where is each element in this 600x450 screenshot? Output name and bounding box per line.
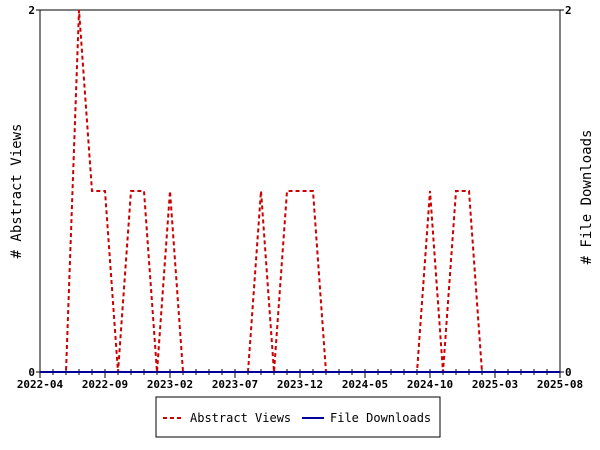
- series-line-0: [40, 9, 560, 373]
- y-right-tick-label: 2: [565, 4, 572, 17]
- series-group: [40, 9, 560, 373]
- y-axis: 0 2 0 2: [28, 4, 571, 379]
- legend-label-file-downloads: File Downloads: [330, 411, 431, 425]
- x-tick-label: 2022-09: [82, 378, 128, 391]
- plot-area: [39, 9, 561, 373]
- x-tick-label: 2023-12: [277, 378, 323, 391]
- x-tick-label: 2025-03: [472, 378, 518, 391]
- legend-box: [155, 396, 441, 438]
- x-tick-label: 2025-08: [537, 378, 583, 391]
- x-tick-label: 2022-04: [17, 378, 64, 391]
- legend: Abstract Views File Downloads: [155, 396, 441, 438]
- right-axis-title: # File Downloads: [579, 130, 595, 265]
- legend-label-abstract-views: Abstract Views: [190, 411, 291, 425]
- x-axis: 2022-04 2022-09 2023-02 2023-07 2023-12 2024-…: [17, 369, 583, 391]
- y-right-tick-label: 0: [565, 366, 572, 379]
- x-tick-label: 2023-02: [147, 378, 193, 391]
- x-tick-label: 2024-05: [342, 378, 388, 391]
- left-axis-title: # Abstract Views: [9, 124, 25, 259]
- x-tick-label: 2023-07: [212, 378, 258, 391]
- x-tick-label: 2024-10: [407, 378, 453, 391]
- y-left-tick-label: 2: [28, 4, 35, 17]
- y-left-tick-label: 0: [28, 366, 35, 379]
